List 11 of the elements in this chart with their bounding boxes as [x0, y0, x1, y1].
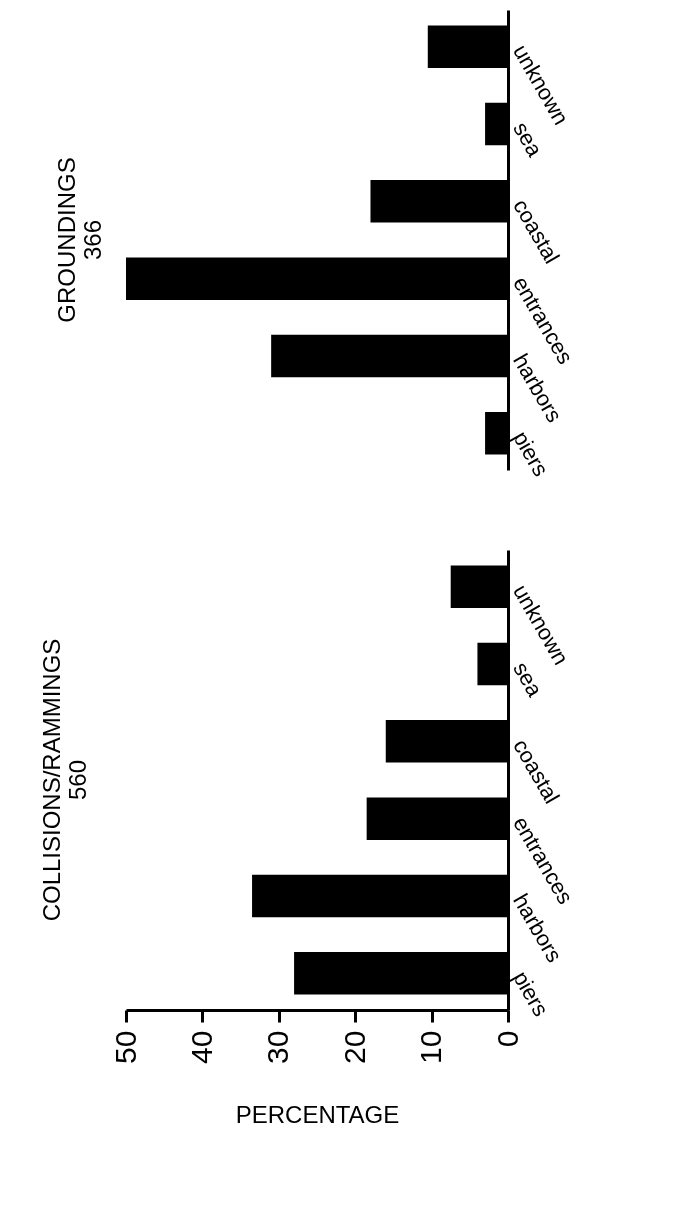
x-axis-title: PERCENTAGE: [235, 1100, 400, 1128]
y-tick-label: sea: [508, 657, 548, 702]
x-tick-label: 40: [184, 1030, 218, 1064]
text: GROUNDINGS 366: [53, 157, 106, 323]
text: COLLISIONS/RAMMINGS 560: [38, 638, 91, 922]
x-tick-label: 30: [261, 1030, 295, 1064]
x-tick-label: 20: [337, 1030, 371, 1064]
x-tick-label: 10: [414, 1030, 448, 1064]
x-tick-label: 0: [490, 1030, 524, 1048]
x-tick-label: 50: [108, 1030, 142, 1064]
y-tick-label: sea: [508, 117, 548, 162]
